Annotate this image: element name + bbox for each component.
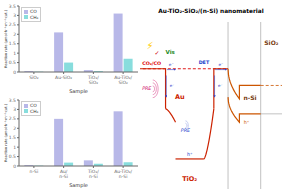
svg-text:Au-TiO₂/n-Si: Au-TiO₂/n-Si — [114, 169, 132, 179]
svg-text:2.5: 2.5 — [9, 22, 16, 27]
svg-text:PRE: PRE — [181, 128, 191, 133]
svg-text:3: 3 — [13, 107, 16, 112]
svg-text:n-Si: n-Si — [243, 94, 256, 101]
html-text:CH₄: CH₄ — [30, 108, 39, 114]
svg-text:⚡: ⚡ — [146, 40, 153, 51]
svg-text:Au: Au — [175, 93, 185, 101]
svg-text:3.5: 3.5 — [9, 98, 16, 103]
svg-text:e⁻: e⁻ — [219, 62, 224, 67]
svg-text:Au-TiO₂-SiO₂/(n-Si) nanomateri: Au-TiO₂-SiO₂/(n-Si) nanomaterial — [158, 8, 263, 14]
svg-text:e⁻: e⁻ — [218, 83, 223, 88]
svg-text:Au-TiO₂/SiO₂: Au-TiO₂/SiO₂ — [114, 75, 132, 85]
svg-text:Au-SiO₂: Au-SiO₂ — [55, 75, 72, 80]
svg-text:3: 3 — [13, 13, 16, 18]
svg-text:CO₂/CO: CO₂/CO — [142, 61, 161, 66]
svg-text:3.5: 3.5 — [9, 4, 16, 9]
svg-text:Reaction rate (μmol·h⁻¹·m⁻²·ca: Reaction rate (μmol·h⁻¹·m⁻²·cat.) — [8, 9, 9, 68]
svg-text:h⁺: h⁺ — [187, 152, 193, 157]
svg-text:Sample: Sample — [69, 88, 88, 94]
svg-text:DET: DET — [199, 60, 210, 65]
svg-text:TiO₂: TiO₂ — [182, 175, 197, 183]
svg-text:Au/n-Si: Au/n-Si — [59, 169, 68, 179]
svg-text:Vis: Vis — [166, 49, 176, 55]
svg-text:Sample: Sample — [69, 182, 88, 188]
svg-text:2.5: 2.5 — [9, 116, 16, 121]
svg-text:n-Si: n-Si — [30, 169, 39, 174]
html-text:CO: CO — [30, 103, 37, 108]
svg-text:PRE: PRE — [142, 86, 152, 91]
svg-text:1.5: 1.5 — [9, 41, 16, 46]
html-text:CH₄: CH₄ — [30, 14, 39, 20]
svg-text:TiO₂/n-Si: TiO₂/n-Si — [87, 169, 99, 179]
svg-text:TiO₂/SiO₂: TiO₂/SiO₂ — [87, 75, 99, 85]
html-text:CO: CO — [30, 9, 37, 14]
svg-text:SiO₂: SiO₂ — [29, 75, 39, 80]
svg-text:1.5: 1.5 — [9, 135, 16, 140]
svg-text:✓: ✓ — [155, 49, 160, 56]
svg-text:0.5: 0.5 — [9, 154, 16, 159]
svg-text:2: 2 — [13, 126, 16, 131]
svg-text:0: 0 — [13, 164, 16, 169]
svg-text:1: 1 — [13, 51, 16, 56]
svg-text:0.5: 0.5 — [9, 60, 16, 65]
svg-text:1: 1 — [13, 145, 16, 150]
svg-text:2: 2 — [13, 32, 16, 37]
svg-text:0: 0 — [13, 70, 16, 75]
svg-text:h⁺: h⁺ — [244, 120, 250, 125]
svg-text:SiO₂: SiO₂ — [264, 39, 274, 46]
svg-text:e⁻: e⁻ — [170, 83, 175, 88]
svg-text:Reaction rate (μmol·h⁻¹·m⁻²·ca: Reaction rate (μmol·h⁻¹·m⁻²·cat.) — [8, 103, 9, 162]
svg-text:e⁻: e⁻ — [169, 62, 174, 67]
